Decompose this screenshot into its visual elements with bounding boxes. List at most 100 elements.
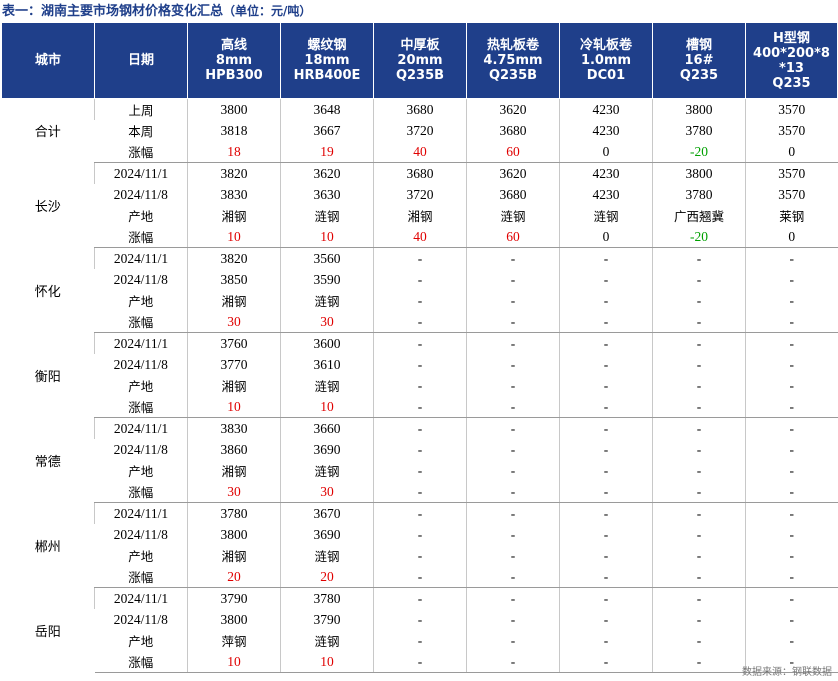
- empty-cell: -: [559, 247, 653, 269]
- price-cell: 3630: [280, 184, 374, 205]
- empty-cell: -: [373, 290, 467, 311]
- price-cell: 3570: [745, 120, 838, 141]
- empty-cell: -: [559, 332, 653, 354]
- empty-cell: -: [745, 439, 838, 460]
- row-label-cell: 涨幅: [94, 141, 188, 163]
- origin-cell: 萍钢: [187, 630, 281, 651]
- empty-cell: -: [652, 651, 746, 673]
- origin-cell: 涟钢: [280, 290, 374, 311]
- row-label-cell: 2024/11/8: [113, 441, 168, 457]
- price-cell: 3690: [280, 439, 374, 460]
- price-cell: 3800: [652, 98, 746, 120]
- change-cell: 60: [466, 226, 560, 248]
- origin-cell: 湘钢: [187, 545, 281, 566]
- price-cell: 4230: [559, 162, 653, 184]
- empty-cell: -: [559, 269, 653, 290]
- empty-cell: -: [373, 375, 467, 396]
- empty-cell: -: [373, 332, 467, 354]
- table-row: 涨幅 20 20- - - - -: [2, 566, 838, 588]
- empty-cell: -: [466, 460, 560, 481]
- price-cell: 3720: [373, 120, 467, 141]
- empty-cell: -: [373, 545, 467, 566]
- column-header-line: 1.0mm: [580, 53, 632, 68]
- empty-cell: -: [652, 481, 746, 503]
- city-cell: 怀化: [34, 284, 61, 300]
- table-title: 表一：湖南主要市场钢材价格变化汇总（单位：元/吨）: [2, 2, 311, 20]
- change-cell: 0: [559, 226, 653, 248]
- table-row: 涨幅 18 19 40 60 0 -20 0: [2, 141, 838, 163]
- empty-cell: -: [373, 587, 467, 609]
- empty-cell: -: [652, 269, 746, 290]
- unit-text: （单位：元/吨）: [223, 4, 312, 18]
- empty-cell: -: [559, 545, 653, 566]
- table-row: 怀化 2024/11/1 3820 3560- - - - -: [2, 247, 838, 300]
- empty-cell: -: [652, 290, 746, 311]
- change-cell: 20: [187, 566, 281, 588]
- table-row: 岳阳 2024/11/1 3790 3780- - - - -: [2, 587, 838, 640]
- empty-cell: -: [745, 630, 838, 651]
- column-header-line: Q235B: [395, 68, 445, 83]
- empty-cell: -: [466, 502, 560, 524]
- empty-cell: -: [559, 566, 653, 588]
- table-row: 产地 萍钢 涟钢 - - - - -: [2, 630, 838, 651]
- city-cell: 长沙: [34, 199, 61, 215]
- empty-cell: -: [652, 417, 746, 439]
- column-header-line: 16#: [684, 53, 714, 68]
- price-cell: 3590: [280, 269, 374, 290]
- price-cell: 3560: [280, 247, 374, 269]
- price-cell: 3680: [466, 184, 560, 205]
- column-header-line: Q235: [679, 68, 719, 83]
- row-label-cell: 2024/11/8: [113, 356, 168, 372]
- price-cell: 3690: [280, 524, 374, 545]
- empty-cell: -: [466, 311, 560, 333]
- column-header-line: 高线: [220, 38, 247, 53]
- table-row: 2024/11/8 3800 3690- - - - -: [2, 524, 838, 545]
- row-label-cell: 涨幅: [94, 481, 188, 503]
- price-cell: 3648: [280, 98, 374, 120]
- price-cell: 4230: [559, 184, 653, 205]
- empty-cell: -: [466, 332, 560, 354]
- row-label-cell: 产地: [128, 464, 154, 479]
- column-header: H型钢 400*200*8 *13 Q235: [745, 22, 838, 99]
- change-cell: 0: [745, 141, 838, 163]
- empty-cell: -: [745, 566, 838, 588]
- price-cell: 3800: [187, 98, 281, 120]
- row-label-cell: 上周: [94, 98, 188, 120]
- empty-cell: -: [745, 332, 838, 354]
- price-cell: 3800: [187, 524, 281, 545]
- empty-cell: -: [652, 375, 746, 396]
- empty-cell: -: [745, 290, 838, 311]
- origin-cell: 涟钢: [280, 630, 374, 651]
- empty-cell: -: [559, 354, 653, 375]
- empty-cell: -: [466, 269, 560, 290]
- change-cell: 0: [559, 141, 653, 163]
- price-cell: 4230: [559, 98, 653, 120]
- empty-cell: -: [466, 375, 560, 396]
- empty-cell: -: [745, 545, 838, 566]
- table-row: 常德 2024/11/1 3830 3660- - - - -: [2, 417, 838, 470]
- empty-cell: -: [745, 587, 838, 609]
- price-cell: 3620: [280, 162, 374, 184]
- change-cell: 20: [280, 566, 374, 588]
- origin-cell: 涟钢: [559, 205, 653, 226]
- empty-cell: -: [745, 502, 838, 524]
- empty-cell: -: [652, 354, 746, 375]
- column-header-line: 8mm: [215, 53, 253, 68]
- empty-cell: -: [652, 460, 746, 481]
- empty-cell: -: [652, 311, 746, 333]
- change-cell: 10: [280, 651, 374, 673]
- empty-cell: -: [745, 247, 838, 269]
- change-cell: 30: [187, 311, 281, 333]
- table-row: 涨幅 10 10 40 60 0 -20 0: [2, 226, 838, 248]
- empty-cell: -: [466, 396, 560, 418]
- row-label-cell: 涨幅: [94, 566, 188, 588]
- empty-cell: -: [559, 439, 653, 460]
- change-cell: 19: [280, 141, 374, 163]
- empty-cell: -: [559, 630, 653, 651]
- table-row: 产地 湘钢 涟钢 - - - - -: [2, 375, 838, 396]
- empty-cell: -: [559, 417, 653, 439]
- row-label-cell: 2024/11/1: [94, 162, 188, 184]
- empty-cell: -: [373, 481, 467, 503]
- price-cell: 3660: [280, 417, 374, 439]
- column-header-line: HPB300: [205, 68, 263, 83]
